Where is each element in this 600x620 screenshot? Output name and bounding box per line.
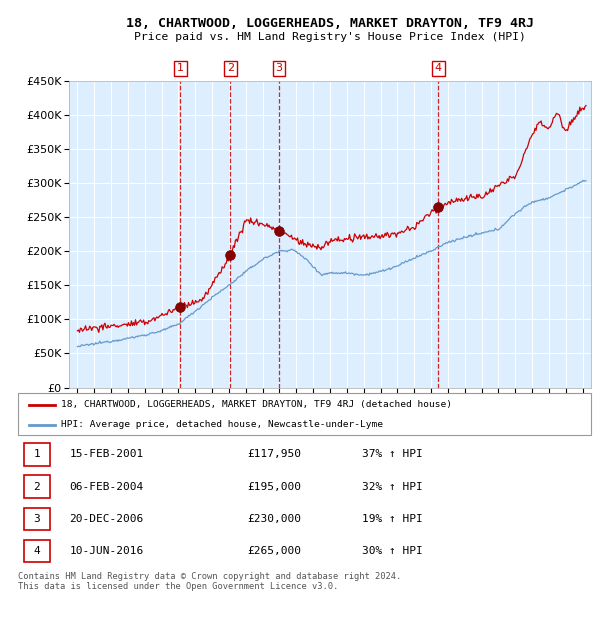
Text: 3: 3 — [275, 63, 283, 73]
FancyBboxPatch shape — [24, 476, 50, 498]
Text: 19% ↑ HPI: 19% ↑ HPI — [362, 514, 422, 524]
Text: £265,000: £265,000 — [247, 546, 301, 556]
Text: 1: 1 — [177, 63, 184, 73]
FancyBboxPatch shape — [24, 443, 50, 466]
Text: 15-FEB-2001: 15-FEB-2001 — [70, 450, 144, 459]
Text: Price paid vs. HM Land Registry's House Price Index (HPI): Price paid vs. HM Land Registry's House … — [134, 32, 526, 42]
Text: 32% ↑ HPI: 32% ↑ HPI — [362, 482, 422, 492]
Text: 3: 3 — [33, 514, 40, 524]
Text: 4: 4 — [33, 546, 40, 556]
Text: 37% ↑ HPI: 37% ↑ HPI — [362, 450, 422, 459]
FancyBboxPatch shape — [18, 393, 591, 435]
Text: 4: 4 — [435, 63, 442, 73]
Text: 10-JUN-2016: 10-JUN-2016 — [70, 546, 144, 556]
Text: £195,000: £195,000 — [247, 482, 301, 492]
Text: 18, CHARTWOOD, LOGGERHEADS, MARKET DRAYTON, TF9 4RJ: 18, CHARTWOOD, LOGGERHEADS, MARKET DRAYT… — [126, 17, 534, 30]
Text: 20-DEC-2006: 20-DEC-2006 — [70, 514, 144, 524]
Text: 18, CHARTWOOD, LOGGERHEADS, MARKET DRAYTON, TF9 4RJ (detached house): 18, CHARTWOOD, LOGGERHEADS, MARKET DRAYT… — [61, 401, 452, 409]
Text: 2: 2 — [33, 482, 40, 492]
Text: £230,000: £230,000 — [247, 514, 301, 524]
FancyBboxPatch shape — [24, 540, 50, 562]
Text: 1: 1 — [33, 450, 40, 459]
Text: 2: 2 — [227, 63, 234, 73]
Text: Contains HM Land Registry data © Crown copyright and database right 2024.
This d: Contains HM Land Registry data © Crown c… — [18, 572, 401, 591]
Text: 30% ↑ HPI: 30% ↑ HPI — [362, 546, 422, 556]
FancyBboxPatch shape — [24, 508, 50, 530]
Text: 06-FEB-2004: 06-FEB-2004 — [70, 482, 144, 492]
Text: £117,950: £117,950 — [247, 450, 301, 459]
Text: HPI: Average price, detached house, Newcastle-under-Lyme: HPI: Average price, detached house, Newc… — [61, 420, 383, 429]
